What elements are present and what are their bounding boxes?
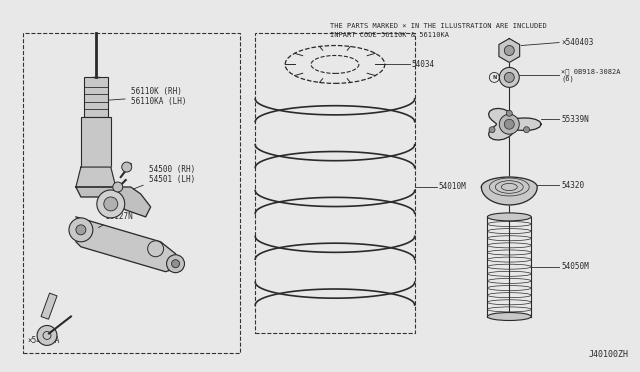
Bar — [84, 77, 108, 117]
Circle shape — [37, 326, 57, 346]
Polygon shape — [481, 177, 537, 205]
Circle shape — [166, 255, 184, 273]
Text: 54050M: 54050M — [561, 262, 589, 271]
Bar — [255, 33, 415, 333]
Circle shape — [489, 127, 495, 133]
Bar — [81, 117, 111, 167]
Text: J40100ZH: J40100ZH — [589, 350, 629, 359]
Text: 56110K (RH)
56110KA (LH): 56110K (RH) 56110KA (LH) — [109, 87, 186, 106]
Polygon shape — [76, 167, 116, 187]
Polygon shape — [76, 217, 180, 272]
Text: ×540403: ×540403 — [561, 38, 593, 47]
Text: 55339N: 55339N — [561, 115, 589, 124]
Text: 56127N: 56127N — [99, 212, 134, 228]
Polygon shape — [488, 108, 541, 140]
Text: ×ⓓ 0B918-3082A
(6): ×ⓓ 0B918-3082A (6) — [561, 68, 621, 83]
Circle shape — [504, 119, 515, 129]
Circle shape — [504, 45, 515, 55]
Circle shape — [524, 127, 529, 133]
Bar — [23, 33, 240, 353]
Circle shape — [122, 162, 132, 172]
Polygon shape — [499, 39, 520, 62]
Text: 54034: 54034 — [412, 60, 435, 69]
Text: THE PARTS MARKED × IN THE ILLUSTRATION ARE INCLUDED: THE PARTS MARKED × IN THE ILLUSTRATION A… — [330, 23, 547, 29]
Circle shape — [76, 225, 86, 235]
Polygon shape — [76, 187, 150, 217]
Circle shape — [69, 218, 93, 242]
Text: N: N — [492, 75, 497, 80]
Bar — [41, 293, 57, 319]
Text: ×54040A: ×54040A — [27, 336, 60, 346]
Circle shape — [172, 260, 180, 268]
Circle shape — [113, 182, 123, 192]
Text: 54320: 54320 — [561, 180, 584, 189]
Ellipse shape — [488, 213, 531, 221]
Circle shape — [499, 67, 519, 87]
Circle shape — [506, 110, 512, 116]
Text: 54500 (RH)
54501 (LH): 54500 (RH) 54501 (LH) — [133, 165, 195, 189]
Circle shape — [504, 73, 515, 82]
Circle shape — [148, 241, 164, 257]
Ellipse shape — [488, 312, 531, 321]
Circle shape — [499, 114, 519, 134]
Circle shape — [104, 197, 118, 211]
Circle shape — [97, 190, 125, 218]
Text: 54010M: 54010M — [438, 183, 467, 192]
Text: INPART CODE 56110K & 56110KA: INPART CODE 56110K & 56110KA — [330, 32, 449, 38]
